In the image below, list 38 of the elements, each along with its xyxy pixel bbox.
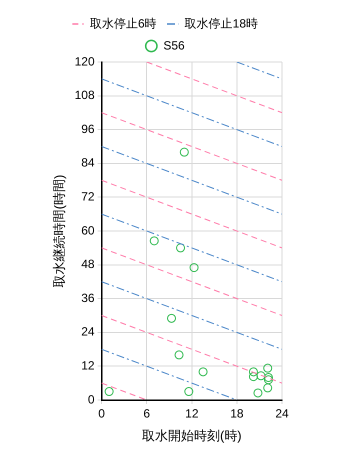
legend-label: 取水停止18時 xyxy=(184,16,258,30)
x-tick-label: 6 xyxy=(143,406,150,421)
y-tick-label: 0 xyxy=(88,392,95,406)
point xyxy=(256,371,266,380)
point xyxy=(263,364,272,373)
y-tick-label: 72 xyxy=(81,190,95,204)
y-tick-label: 96 xyxy=(81,122,95,136)
y-tick-label: 84 xyxy=(81,156,95,170)
y-tick-label: 12 xyxy=(81,358,95,373)
point xyxy=(180,148,189,157)
y-tick-label: 24 xyxy=(81,324,95,339)
point xyxy=(190,263,199,272)
point xyxy=(253,388,262,398)
x-axis-title: 取水開始時刻(時) xyxy=(142,428,242,443)
x-tick-label: 18 xyxy=(230,406,244,421)
point xyxy=(167,314,176,323)
x-tick-label: 24 xyxy=(275,406,289,421)
y-tick-label: 60 xyxy=(81,223,95,238)
legend-label: 取水停止6時 xyxy=(90,16,157,30)
y-tick-label: 36 xyxy=(81,290,95,305)
legend-label: S56 xyxy=(163,38,185,52)
point xyxy=(263,383,272,392)
y-axis-title: 取水継続時間(時間) xyxy=(51,174,66,288)
point xyxy=(248,367,258,376)
x-tick-label: 0 xyxy=(98,406,106,421)
y-tick-label: 48 xyxy=(81,257,95,272)
point xyxy=(248,372,258,382)
point xyxy=(198,367,208,376)
y-tick-label: 120 xyxy=(74,54,95,68)
point xyxy=(176,243,186,252)
point xyxy=(184,387,194,396)
point xyxy=(174,350,184,360)
point xyxy=(104,387,114,396)
y-tick-label: 108 xyxy=(74,88,95,102)
point xyxy=(264,372,273,382)
x-tick-label: 12 xyxy=(185,406,199,421)
point xyxy=(264,375,273,384)
point xyxy=(150,236,159,246)
